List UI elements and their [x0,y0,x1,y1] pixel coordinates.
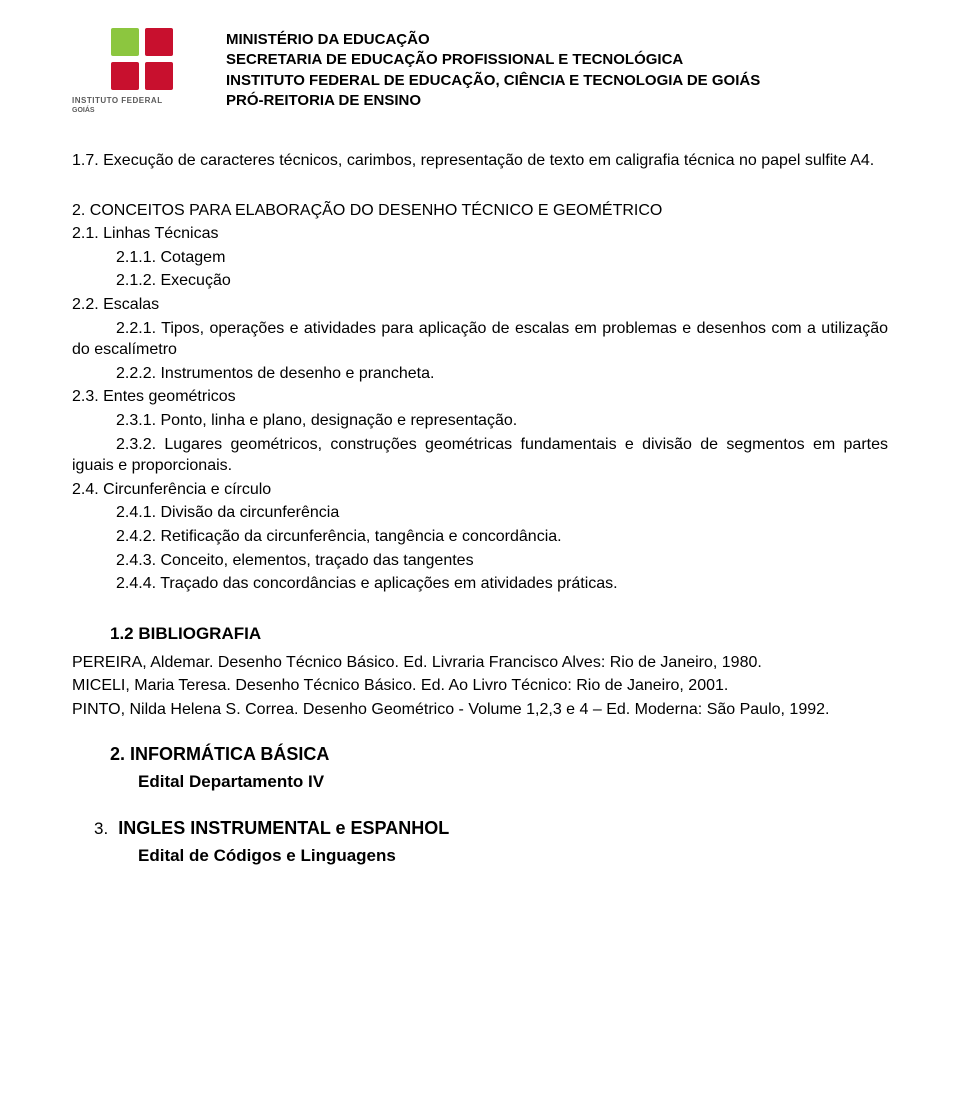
item-2-3-2-text: 2.3.2. Lugares geométricos, construções … [72,436,888,475]
section-2-title: 2. CONCEITOS PARA ELABORAÇÃO DO DESENHO … [72,200,888,222]
letterhead-header: INSTITUTO FEDERAL GOIÁS MINISTÉRIO DA ED… [72,28,888,114]
informatica-title: 2. INFORMÁTICA BÁSICA [110,742,888,766]
secretariat-line: SECRETARIA DE EDUCAÇÃO PROFISSIONAL E TE… [226,50,760,70]
item-2-1-2: 2.1.2. Execução [72,270,888,292]
institution-logo: INSTITUTO FEDERAL GOIÁS [72,28,212,114]
item-2-4: 2.4. Circunferência e círculo [72,479,888,501]
item-2-4-2: 2.4.2. Retificação da circunferência, ta… [72,526,888,548]
logo-subcaption: GOIÁS [72,107,212,114]
logo-squares [111,28,173,90]
section-3-ingles: 3. INGLES INSTRUMENTAL e ESPANHOL [72,816,888,841]
section-2-informatica: 2. INFORMÁTICA BÁSICA Edital Departament… [72,742,888,793]
item-2-4-3: 2.4.3. Conceito, elementos, traçado das … [72,550,888,572]
letterhead-text: MINISTÉRIO DA EDUCAÇÃO SECRETARIA DE EDU… [226,28,760,111]
item-2-4-4: 2.4.4. Traçado das concordâncias e aplic… [72,573,888,595]
bib-entry-3: PINTO, Nilda Helena S. Correa. Desenho G… [72,699,888,721]
item-2-1: 2.1. Linhas Técnicas [72,223,888,245]
logo-square-green [111,28,139,56]
item-2-4-1: 2.4.1. Divisão da circunferência [72,502,888,524]
logo-square-red [111,62,139,90]
proreitoria-line: PRÓ-REITORIA DE ENSINO [226,91,760,111]
item-2-2-1-text: 2.2.1. Tipos, operações e atividades par… [72,320,888,359]
item-2-3-2: 2.3.2. Lugares geométricos, construções … [72,434,888,477]
item-2-2: 2.2. Escalas [72,294,888,316]
logo-caption: INSTITUTO FEDERAL [72,96,212,105]
item-2-3: 2.3. Entes geométricos [72,386,888,408]
bib-entry-1: PEREIRA, Aldemar. Desenho Técnico Básico… [72,652,888,674]
logo-square-red [145,62,173,90]
bib-entry-2: MICELI, Maria Teresa. Desenho Técnico Bá… [72,675,888,697]
informatica-edital: Edital Departamento IV [110,771,888,794]
item-2-2-1: 2.2.1. Tipos, operações e atividades par… [72,318,888,361]
logo-square-red [145,28,173,56]
ingles-edital: Edital de Códigos e Linguagens [72,845,888,868]
ingles-espanhol-title: INGLES INSTRUMENTAL e ESPANHOL [118,816,449,840]
institute-line: INSTITUTO FEDERAL DE EDUCAÇÃO, CIÊNCIA E… [226,71,760,91]
item-2-2-2: 2.2.2. Instrumentos de desenho e pranche… [72,363,888,385]
page: INSTITUTO FEDERAL GOIÁS MINISTÉRIO DA ED… [0,0,960,1114]
item-2-1-1: 2.1.1. Cotagem [72,247,888,269]
document-body: 1.7. Execução de caracteres técnicos, ca… [72,150,888,868]
item-2-3-1: 2.3.1. Ponto, linha e plano, designação … [72,410,888,432]
item-1-7: 1.7. Execução de caracteres técnicos, ca… [72,150,888,172]
ministry-line: MINISTÉRIO DA EDUCAÇÃO [226,30,760,50]
section-3-number: 3. [94,818,108,841]
bibliography-title: 1.2 BIBLIOGRAFIA [72,623,888,646]
